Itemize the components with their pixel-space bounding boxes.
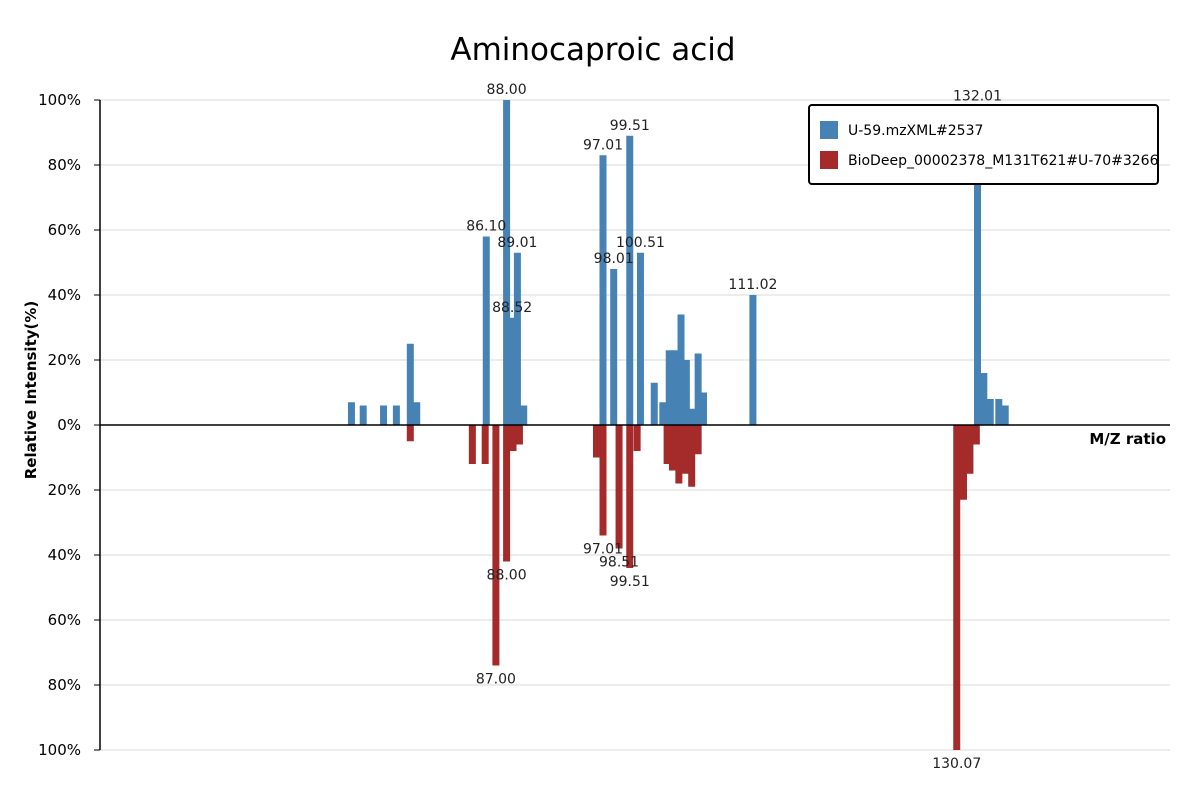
y-tick-label: 60% bbox=[48, 611, 81, 629]
spectrum-bars bbox=[347, 100, 1009, 750]
reference-peak-bar bbox=[633, 425, 641, 451]
reference-peak-bar bbox=[959, 425, 967, 500]
reference-peak-bar bbox=[468, 425, 476, 464]
reference-peak-bar bbox=[615, 425, 623, 549]
legend-swatch-query bbox=[820, 121, 838, 139]
reference-peak-bar bbox=[592, 425, 600, 458]
query-peak-bar bbox=[626, 135, 634, 425]
axes bbox=[99, 100, 1170, 750]
y-tick-label: 20% bbox=[48, 351, 81, 369]
query-peak-bar bbox=[413, 402, 421, 425]
y-tick-label: 60% bbox=[48, 221, 81, 239]
y-tick-label: 20% bbox=[48, 481, 81, 499]
query-peak-label: 88.52 bbox=[492, 300, 532, 316]
reference-peak-bar bbox=[668, 425, 676, 471]
reference-peak-bar bbox=[509, 425, 517, 451]
legend-label-query: U-59.mzXML#2537 bbox=[848, 123, 983, 139]
query-peak-label: 89.01 bbox=[497, 235, 537, 251]
query-peak-label: 88.00 bbox=[487, 82, 527, 98]
reference-peak-label: 97.01 bbox=[583, 542, 623, 558]
reference-peak-label: 88.00 bbox=[487, 568, 527, 584]
query-peak-bar bbox=[974, 106, 982, 425]
chart-title: Aminocaproic acid bbox=[450, 32, 735, 68]
y-tick-label: 0% bbox=[57, 416, 81, 434]
y-tick-label: 100% bbox=[38, 741, 81, 759]
reference-peak-bar bbox=[688, 425, 696, 487]
query-peak-bar bbox=[665, 350, 673, 425]
query-peak-bar bbox=[659, 402, 667, 425]
query-peak-bar bbox=[482, 236, 490, 425]
query-peak-label: 99.51 bbox=[610, 118, 650, 134]
query-peak-bar bbox=[688, 408, 696, 425]
query-peak-bar bbox=[650, 382, 658, 425]
y-axis-title: Relative Intensity(%) bbox=[22, 301, 40, 480]
query-peak-bar bbox=[599, 155, 607, 425]
query-peak-label: 86.10 bbox=[466, 219, 506, 235]
query-peak-bar bbox=[513, 252, 521, 425]
query-peak-bar bbox=[995, 399, 1003, 425]
y-tick-label: 80% bbox=[48, 676, 81, 694]
query-peak-bar bbox=[682, 360, 690, 425]
y-tick-label: 100% bbox=[38, 91, 81, 109]
reference-peak-label: 98.51 bbox=[599, 555, 639, 571]
query-peak-label: 100.51 bbox=[616, 235, 665, 251]
reference-peak-label: 87.00 bbox=[476, 672, 516, 688]
x-axis-title: M/Z ratio bbox=[1089, 430, 1166, 448]
reference-peak-bar bbox=[492, 425, 500, 666]
reference-peak-bar bbox=[681, 425, 689, 474]
y-tick-label: 80% bbox=[48, 156, 81, 174]
query-peak-bar bbox=[380, 405, 388, 425]
reference-peak-bar bbox=[694, 425, 702, 455]
query-peak-label: 97.01 bbox=[583, 137, 623, 153]
y-ticks: 100% 80% 60% 40% 20% 0% 20% 40% 60% 80% 100% bbox=[38, 91, 100, 759]
query-peak-bar bbox=[749, 295, 757, 425]
reference-peak-bar bbox=[503, 425, 511, 562]
query-peak-bar bbox=[677, 314, 685, 425]
query-peak-bar bbox=[347, 402, 355, 425]
query-peak-bar bbox=[636, 252, 644, 425]
grid-lines bbox=[100, 99, 1170, 751]
reference-peak-label: 99.51 bbox=[610, 574, 650, 590]
legend-label-reference: BioDeep_00002378_M131T621#U-70#3266 bbox=[848, 153, 1159, 169]
query-peak-bar bbox=[520, 405, 528, 425]
y-tick-label: 40% bbox=[48, 286, 81, 304]
query-peak-bar bbox=[406, 343, 414, 425]
reference-peak-bar bbox=[966, 425, 974, 474]
query-peak-bar bbox=[1001, 405, 1009, 425]
legend-box bbox=[808, 104, 1159, 185]
query-peak-label: 98.01 bbox=[594, 251, 634, 267]
reference-peak-bar bbox=[515, 425, 523, 445]
query-peak-label: 111.02 bbox=[728, 277, 777, 293]
y-tick-label: 40% bbox=[48, 546, 81, 564]
peak-labels: 86.10 88.00 88.52 89.01 97.01 98.01 99.51 100.5… bbox=[466, 82, 1002, 772]
query-peak-bar bbox=[359, 405, 367, 425]
query-peak-bar bbox=[986, 399, 994, 425]
reference-peak-bar bbox=[406, 425, 414, 442]
reference-peak-bar bbox=[626, 425, 634, 568]
query-peak-bar bbox=[980, 373, 988, 425]
legend-swatch-reference bbox=[820, 151, 838, 169]
query-peak-bar bbox=[508, 317, 516, 425]
reference-peak-label: 130.07 bbox=[932, 756, 981, 772]
query-peak-label: 132.01 bbox=[953, 89, 1002, 105]
reference-peak-bar bbox=[481, 425, 489, 464]
reference-peak-bar bbox=[972, 425, 980, 445]
legend: U-59.mzXML#2537 BioDeep_00002378_M131T62… bbox=[808, 104, 1159, 185]
query-peak-bar bbox=[392, 405, 400, 425]
query-peak-bar bbox=[699, 392, 707, 425]
reference-peak-bar bbox=[663, 425, 671, 464]
query-peak-bar bbox=[694, 353, 702, 425]
reference-peak-bar bbox=[599, 425, 607, 536]
reference-peak-bar bbox=[953, 425, 961, 750]
query-peak-bar bbox=[503, 100, 511, 425]
query-peak-bar bbox=[672, 350, 680, 425]
query-peak-bar bbox=[610, 269, 618, 425]
reference-peak-bar bbox=[675, 425, 683, 484]
